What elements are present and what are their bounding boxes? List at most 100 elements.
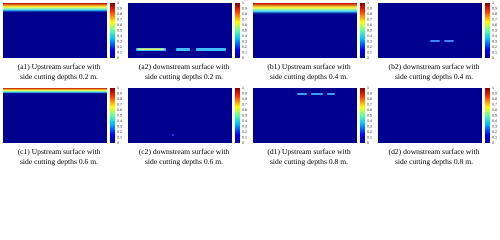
colorbar-tick-label: 0.9 [492, 6, 497, 10]
colorbar-tick-label: 0.8 [117, 97, 122, 101]
caption: side cutting depths 0.6 m. [20, 157, 98, 166]
caption: side cutting depths 0.8 m. [395, 157, 473, 166]
colorbar-tick-label: 0.7 [242, 17, 247, 21]
colorbar-tick-label: 0.9 [117, 91, 122, 95]
colorbar-tick-label: 0 [117, 56, 119, 60]
colorbar-tick-label: 0.8 [492, 97, 497, 101]
heatmap [378, 3, 482, 58]
colorbar-tick-label: 0.3 [242, 124, 247, 128]
colorbar-tick-label: 0.7 [492, 102, 497, 106]
caption: side cutting depths 0.8 m. [270, 157, 348, 166]
colorbar-tick-label: 0.8 [492, 12, 497, 16]
colorbar-tick-label: 0.4 [492, 119, 497, 123]
colorbar-tick-label: 0.6 [367, 23, 372, 27]
colorbar-tick-label: 0.1 [367, 135, 372, 139]
colorbar-tick-label: 0.7 [117, 17, 122, 21]
colorbar-tick-label: 0.1 [242, 50, 247, 54]
colorbar-tick-label: 0.5 [242, 28, 247, 32]
colorbar-tick-label: 0.8 [242, 12, 247, 16]
colorbar-tick-label: 0 [367, 56, 369, 60]
colorbar-tick-label: 0.2 [367, 130, 372, 134]
colorbar [485, 3, 490, 58]
heatmap [128, 88, 232, 143]
colorbar-tick-label: 0.6 [242, 108, 247, 112]
colorbar-tick-label: 1 [367, 1, 369, 5]
colorbar-tick-label: 0.3 [242, 39, 247, 43]
caption: side cutting depths 0.4 m. [395, 72, 473, 81]
heatmap [3, 88, 107, 143]
colorbar-tick-label: 0.3 [117, 39, 122, 43]
colorbar-tick-label: 0.2 [492, 130, 497, 134]
caption: side cutting depths 0.6 m. [145, 157, 223, 166]
colorbar-tick-label: 0.9 [242, 6, 247, 10]
colorbar [360, 88, 365, 143]
colorbar-tick-label: 0.4 [367, 119, 372, 123]
colorbar-tick-label: 0.1 [117, 50, 122, 54]
colorbar [235, 3, 240, 58]
caption: (d2) downstream surface with [389, 147, 480, 156]
colorbar-tick-label: 0.5 [117, 113, 122, 117]
hot-spot [444, 40, 454, 42]
colorbar-tick-label: 0.2 [492, 45, 497, 49]
colorbar-tick-label: 1 [242, 86, 244, 90]
colorbar-tick-label: 0.5 [367, 28, 372, 32]
caption: side cutting depths 0.4 m. [270, 72, 348, 81]
colorbar-tick-label: 0.4 [117, 119, 122, 123]
hot-spot [3, 3, 107, 13]
hot-spot [327, 93, 335, 95]
colorbar-tick-label: 0.1 [367, 50, 372, 54]
heatmap [253, 88, 357, 143]
colorbar-tick-label: 0.1 [492, 135, 497, 139]
colorbar-tick-label: 0.9 [242, 91, 247, 95]
hot-spot [3, 88, 107, 94]
caption: (c2) downstream surface with [139, 147, 230, 156]
hot-spot [176, 48, 190, 51]
colorbar-tick-label: 0 [242, 141, 244, 145]
colorbar-tick-label: 0.7 [367, 17, 372, 21]
colorbar-tick-label: 0.5 [117, 28, 122, 32]
caption: (b1) Upstream surface with [267, 62, 350, 71]
colorbar-tick-label: 0.8 [242, 97, 247, 101]
caption: (c1) Upstream surface with [18, 147, 101, 156]
colorbar-tick-label: 0 [492, 141, 494, 145]
caption: (b2) downstream surface with [389, 62, 480, 71]
colorbar-tick-label: 0.2 [117, 130, 122, 134]
colorbar-tick-label: 0.1 [117, 135, 122, 139]
caption: side cutting depths 0.2 m. [20, 72, 98, 81]
colorbar-tick-label: 0.5 [242, 113, 247, 117]
colorbar [235, 88, 240, 143]
colorbar-tick-label: 1 [117, 1, 119, 5]
colorbar-tick-label: 0.7 [367, 102, 372, 106]
colorbar-tick-label: 0 [117, 141, 119, 145]
colorbar-tick-label: 0.7 [492, 17, 497, 21]
colorbar-tick-label: 0.7 [117, 102, 122, 106]
colorbar-tick-label: 0.6 [492, 23, 497, 27]
colorbar-tick-label: 0.8 [367, 97, 372, 101]
colorbar-tick-label: 0.6 [367, 108, 372, 112]
colorbar-tick-label: 0.1 [242, 135, 247, 139]
colorbar-tick-label: 0.2 [242, 45, 247, 49]
hot-spot [311, 93, 323, 95]
heatmap [378, 88, 482, 143]
colorbar-tick-label: 0.3 [367, 39, 372, 43]
colorbar-tick-label: 0.5 [367, 113, 372, 117]
hot-spot [430, 40, 440, 42]
colorbar-tick-label: 0.4 [117, 34, 122, 38]
colorbar-tick-label: 0.4 [367, 34, 372, 38]
colorbar-tick-label: 0.9 [117, 6, 122, 10]
caption: (a2) downstream surface with [139, 62, 230, 71]
colorbar-tick-label: 1 [117, 86, 119, 90]
colorbar-tick-label: 0.4 [492, 34, 497, 38]
colorbar-tick-label: 0.6 [117, 23, 122, 27]
hot-spot [253, 3, 357, 15]
colorbar-tick-label: 0.8 [367, 12, 372, 16]
hot-spot [172, 134, 174, 136]
colorbar [110, 3, 115, 58]
colorbar-tick-label: 0.8 [117, 12, 122, 16]
colorbar-tick-label: 1 [492, 86, 494, 90]
colorbar-tick-label: 0.2 [367, 45, 372, 49]
hot-spot [196, 48, 226, 51]
colorbar-tick-label: 0.9 [367, 6, 372, 10]
colorbar [485, 88, 490, 143]
colorbar-tick-label: 0.4 [242, 119, 247, 123]
